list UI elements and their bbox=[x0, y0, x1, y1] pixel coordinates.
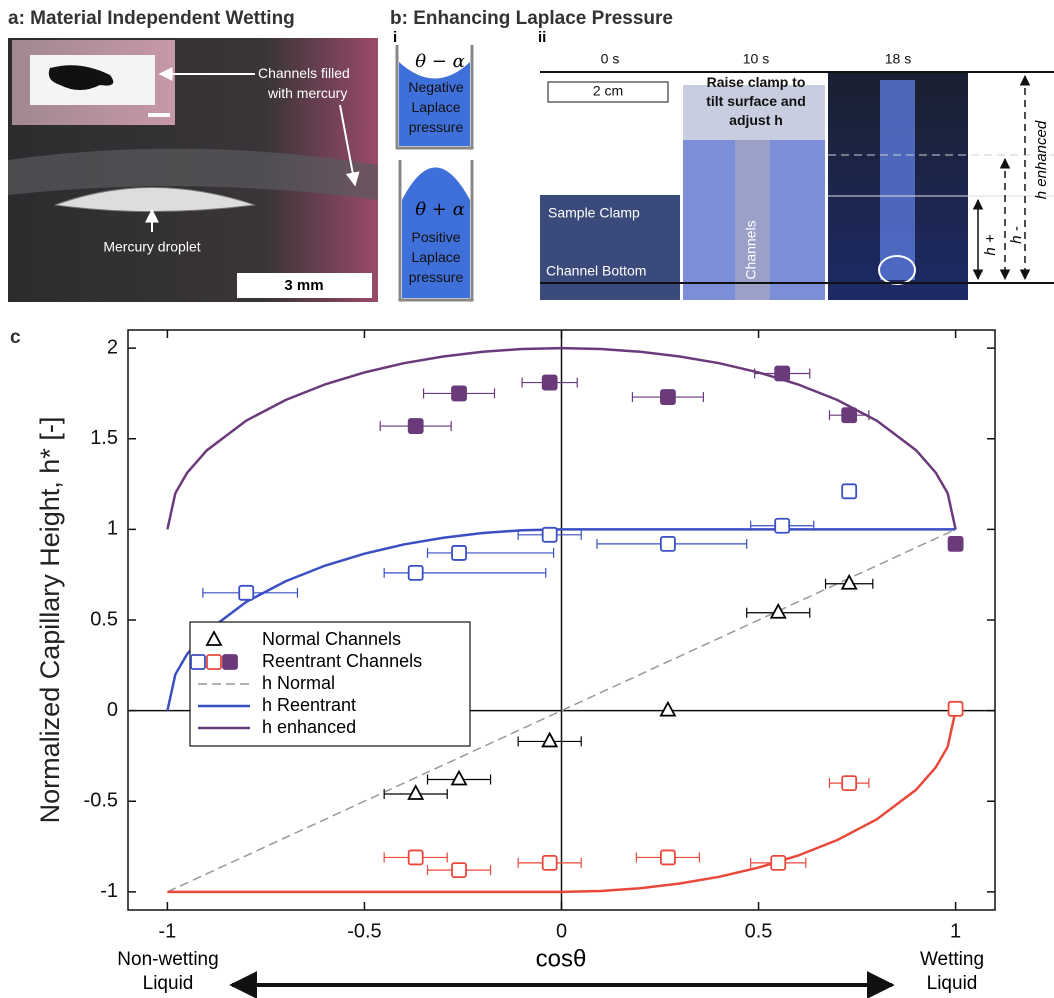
sub-label: ii bbox=[538, 29, 546, 46]
y-tick-label: 1.5 bbox=[90, 427, 118, 449]
time-label: 0 s bbox=[601, 51, 620, 67]
error-bar bbox=[428, 548, 554, 558]
data-point bbox=[543, 856, 557, 870]
y-axis-label: Normalized Capillary Height, h* [-] bbox=[35, 417, 65, 824]
data-point bbox=[452, 863, 466, 877]
legend-label: Reentrant Channels bbox=[262, 651, 422, 671]
data-point bbox=[949, 537, 963, 551]
channel-strip bbox=[880, 80, 915, 280]
dimension-label: h + bbox=[982, 234, 999, 256]
data-point bbox=[775, 519, 789, 533]
data-point bbox=[543, 528, 557, 542]
data-point bbox=[842, 776, 856, 790]
x-tick-label: 1 bbox=[950, 920, 961, 942]
annotation: Channel Bottom bbox=[546, 263, 646, 279]
scale-label: 3 mm bbox=[284, 277, 323, 294]
scale-label: 2 cm bbox=[593, 83, 623, 99]
data-point bbox=[949, 702, 963, 716]
data-point bbox=[543, 733, 557, 746]
data-point bbox=[771, 856, 785, 870]
data-point bbox=[661, 703, 675, 716]
x-tick-label: 0 bbox=[556, 920, 567, 942]
y-tick-label: -0.5 bbox=[84, 790, 118, 812]
time-label: 10 s bbox=[743, 51, 769, 67]
angle-label: θ + α bbox=[415, 199, 465, 220]
angle-label: θ − α bbox=[415, 51, 465, 72]
legend-label: h enhanced bbox=[262, 717, 356, 737]
y-tick-label: 0 bbox=[107, 699, 118, 721]
data-point bbox=[842, 484, 856, 498]
data-point bbox=[771, 605, 785, 618]
data-point bbox=[452, 772, 466, 785]
legend-label: h Normal bbox=[262, 673, 335, 693]
annotation: Sample Clamp bbox=[548, 205, 640, 221]
data-point bbox=[661, 390, 675, 404]
data-point bbox=[239, 586, 253, 600]
panel-title: a: Material Independent Wetting bbox=[8, 8, 295, 29]
data-point bbox=[409, 786, 423, 799]
annotation: Channels bbox=[743, 220, 759, 279]
data-point bbox=[409, 566, 423, 580]
y-tick-label: -1 bbox=[100, 880, 118, 902]
x-tick-label: -1 bbox=[159, 920, 177, 942]
data-point bbox=[661, 850, 675, 864]
legend-label: h Reentrant bbox=[262, 695, 356, 715]
x-axis-label: cosθ bbox=[536, 945, 587, 972]
legend-marker bbox=[191, 655, 205, 669]
data-point bbox=[452, 546, 466, 560]
data-point bbox=[842, 408, 856, 422]
legend-marker bbox=[207, 655, 221, 669]
legend-marker bbox=[223, 655, 237, 669]
y-tick-label: 1 bbox=[107, 518, 118, 540]
legend-label: Normal Channels bbox=[262, 629, 401, 649]
y-tick-label: 2 bbox=[107, 336, 118, 358]
x-tick-label: -0.5 bbox=[347, 920, 381, 942]
panel-title: b: Enhancing Laplace Pressure bbox=[390, 8, 673, 29]
data-point bbox=[409, 850, 423, 864]
data-point bbox=[842, 576, 856, 589]
x-tick-label: 0.5 bbox=[745, 920, 773, 942]
data-point bbox=[409, 419, 423, 433]
figure: a: Material Independent Wetting Channels… bbox=[0, 0, 1054, 998]
data-point bbox=[452, 386, 466, 400]
dimension-label: h - bbox=[1008, 226, 1025, 244]
data-point bbox=[661, 537, 675, 551]
annotation: Mercury droplet bbox=[103, 239, 200, 255]
sub-label: i bbox=[393, 29, 397, 46]
panel-label: c bbox=[10, 327, 21, 348]
inset-scale bbox=[148, 113, 170, 117]
data-point bbox=[775, 367, 789, 381]
y-tick-label: 0.5 bbox=[90, 608, 118, 630]
time-label: 18 s bbox=[885, 51, 911, 67]
data-point bbox=[543, 376, 557, 390]
dimension-label: h enhanced bbox=[1033, 120, 1050, 199]
